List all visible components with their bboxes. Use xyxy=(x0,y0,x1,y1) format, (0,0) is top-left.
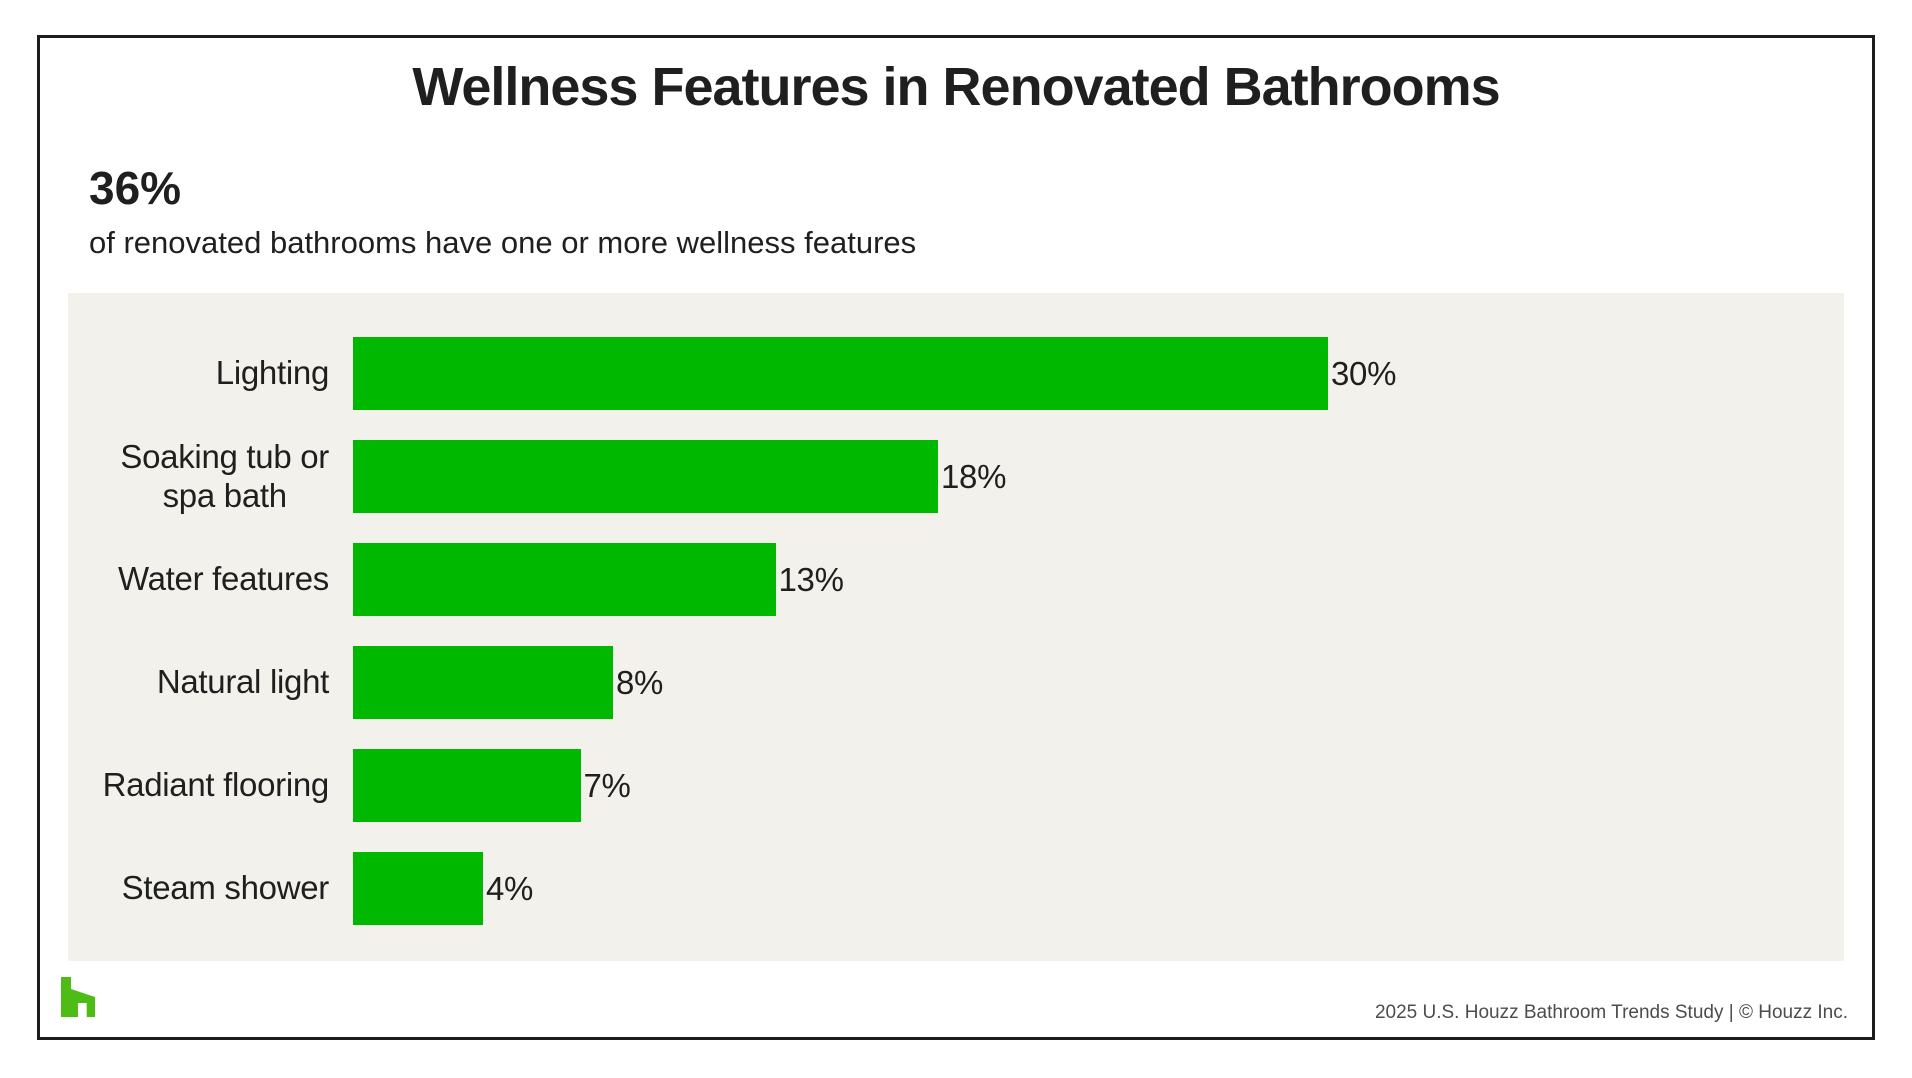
category-label: Lighting xyxy=(215,354,330,392)
bar xyxy=(353,543,776,616)
bar-row: Lighting 30% xyxy=(68,337,1844,410)
stat-description: of renovated bathrooms have one or more … xyxy=(89,225,917,260)
bar-row: Soaking tub or spa bath 18% xyxy=(68,437,1844,514)
bar-row: Natural light 8% xyxy=(68,646,1844,719)
bar xyxy=(353,852,483,925)
bar-row: Water features 13% xyxy=(68,543,1844,616)
bar-row: Radiant flooring 7% xyxy=(68,749,1844,822)
category-label: Steam shower xyxy=(121,869,330,907)
value-label: 13% xyxy=(778,560,844,598)
stat-block: 36% of renovated bathrooms have one or m… xyxy=(89,165,916,260)
category-label: Natural light xyxy=(156,663,329,701)
bar xyxy=(353,749,581,822)
stat-value: 36% xyxy=(89,162,182,214)
value-label: 7% xyxy=(583,766,631,804)
value-label: 18% xyxy=(941,457,1007,495)
bar xyxy=(353,440,938,513)
source-text: 2025 U.S. Houzz Bathroom Trends Study | … xyxy=(1374,1002,1848,1023)
bar-row: Steam shower 4% xyxy=(68,852,1844,925)
category-label: Water features xyxy=(118,560,329,598)
bar-rows: Lighting 30% Soaking tub or spa bath 18% Wat… xyxy=(68,337,1844,925)
value-label: 30% xyxy=(1331,354,1397,392)
slide-frame: Wellness Features in Renovated Bathrooms… xyxy=(37,35,1875,1040)
value-label: 4% xyxy=(486,869,534,907)
chart-title: Wellness Features in Renovated Bathrooms xyxy=(412,57,1500,117)
category-label: Radiant flooring xyxy=(102,766,330,804)
value-label: 8% xyxy=(616,663,664,701)
bar xyxy=(353,646,613,719)
category-label: Soaking tub or spa bath xyxy=(120,437,329,514)
bar xyxy=(353,337,1328,410)
houzz-logo-icon xyxy=(61,977,95,1017)
chart-panel: Lighting 30% Soaking tub or spa bath 18% Wat… xyxy=(68,293,1844,961)
